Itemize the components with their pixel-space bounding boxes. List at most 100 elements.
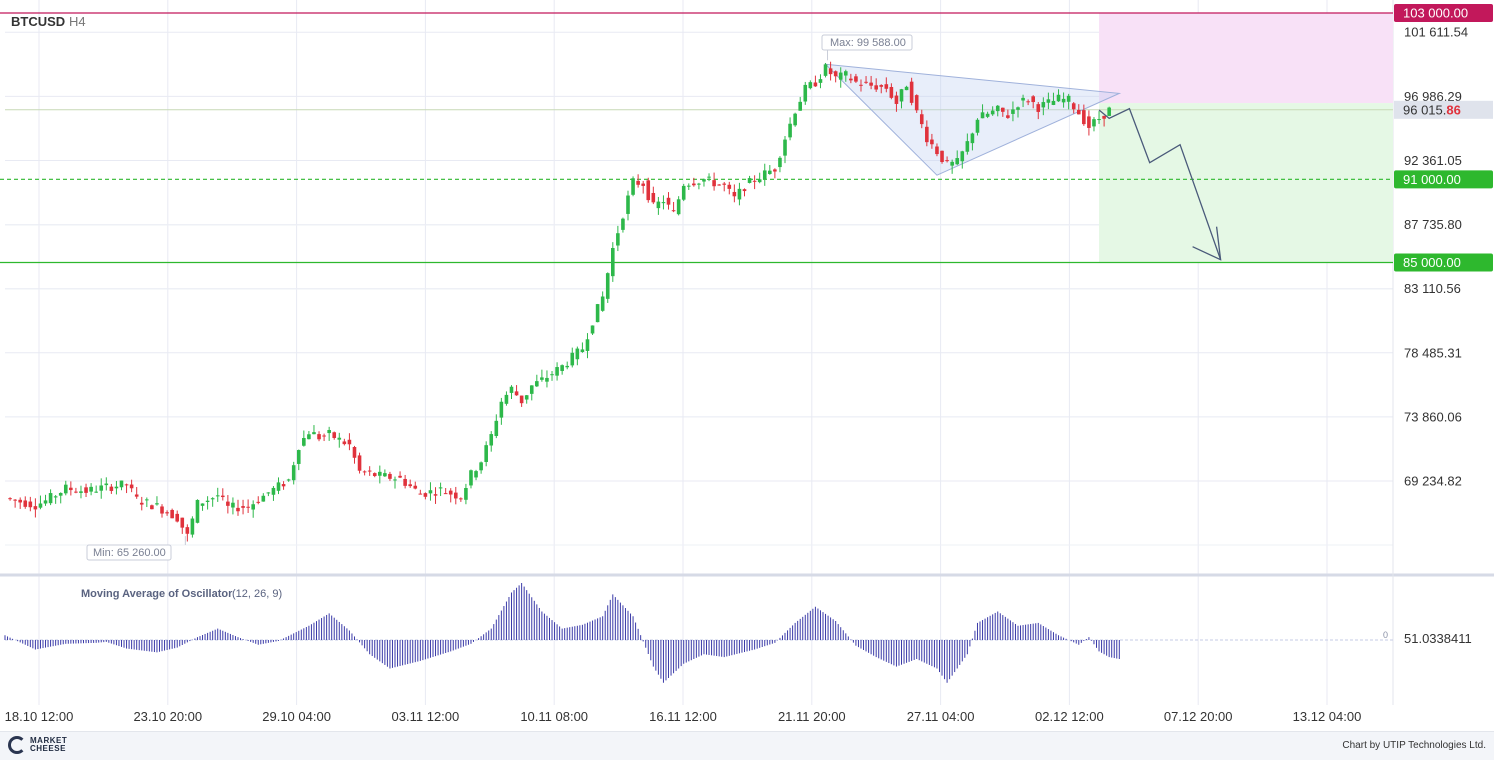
candle-body xyxy=(413,485,418,489)
candle-body xyxy=(717,184,721,186)
candle-body xyxy=(1051,100,1056,105)
candle-body xyxy=(783,139,787,156)
candle-body xyxy=(1061,98,1066,103)
candle-body xyxy=(185,527,190,534)
candle-body xyxy=(489,434,494,446)
candle-body xyxy=(874,85,878,90)
candle-body xyxy=(28,501,33,508)
candle-body xyxy=(818,79,823,83)
candle-body xyxy=(666,197,671,205)
candle-body xyxy=(930,139,934,145)
candle-body xyxy=(1092,119,1096,127)
candle-body xyxy=(1082,110,1086,125)
x-tick-label: 29.10 04:00 xyxy=(262,709,331,724)
candle-body xyxy=(524,395,529,400)
candle-body xyxy=(104,483,109,486)
candle-body xyxy=(8,498,12,500)
candle-body xyxy=(585,339,590,351)
candle-body xyxy=(165,512,169,514)
candle-body xyxy=(372,473,377,477)
candlesticks xyxy=(8,61,1111,542)
candle-body xyxy=(950,161,954,166)
candle-body xyxy=(712,180,716,187)
candle-body xyxy=(793,113,797,126)
candle-body xyxy=(752,180,757,182)
candle-body xyxy=(246,506,250,508)
candle-body xyxy=(499,401,504,418)
candle-body xyxy=(545,377,549,382)
candle-body xyxy=(945,160,949,162)
candle-body xyxy=(418,493,423,495)
max-label-box xyxy=(821,34,913,51)
candle-body xyxy=(742,189,747,192)
price-levels: 103 000.00 91 000.00 85 000.00 xyxy=(0,4,1493,272)
candle-body xyxy=(337,437,342,440)
candle-body xyxy=(727,184,732,189)
logo-line2: CHEESE xyxy=(30,744,66,753)
candle-body xyxy=(621,218,625,230)
level-label: 103 000.00 xyxy=(1403,6,1468,21)
candle-body xyxy=(145,499,149,501)
candle-body xyxy=(58,492,63,496)
oscillator-params: (12, 26, 9) xyxy=(232,588,282,600)
y-tick-label: 73 860.06 xyxy=(1404,409,1462,424)
candle-body xyxy=(884,84,889,89)
candle-body xyxy=(833,71,838,77)
candle-body xyxy=(919,114,924,125)
candle-body xyxy=(757,179,762,183)
x-tick-label: 07.12 20:00 xyxy=(1164,709,1233,724)
candle-body xyxy=(84,487,88,493)
chart-credit: Chart by UTIP Technologies Ltd. xyxy=(1342,740,1486,751)
x-tick-label: 21.11 20:00 xyxy=(778,709,846,724)
candle-body xyxy=(798,101,803,111)
y-tick-label: 87 735.80 xyxy=(1404,217,1462,232)
x-axis: 18.10 12:00 23.10 20:00 29.10 04:00 03.11 1… xyxy=(5,709,1362,724)
candle-body xyxy=(474,471,478,478)
candle-body xyxy=(1041,102,1046,108)
candle-body xyxy=(89,486,93,492)
candle-body xyxy=(975,119,980,133)
candle-body xyxy=(879,85,884,87)
candle-body xyxy=(251,504,255,510)
candle-body xyxy=(519,395,524,404)
candle-body xyxy=(768,170,772,174)
candle-body xyxy=(453,492,458,499)
level-label-bg xyxy=(1394,170,1493,189)
candle-body xyxy=(1056,94,1061,102)
candle-body xyxy=(1076,109,1081,115)
candle-body xyxy=(636,180,640,185)
candle-body xyxy=(565,365,570,368)
candle-body xyxy=(79,491,83,493)
candle-body xyxy=(1087,116,1091,128)
min-label-box xyxy=(86,544,172,561)
candle-body xyxy=(99,485,104,491)
candle-body xyxy=(38,503,43,508)
x-tick-label: 18.10 12:00 xyxy=(5,709,74,724)
candle-body xyxy=(312,432,316,435)
candle-body xyxy=(281,484,286,487)
candle-body xyxy=(322,435,326,437)
candle-body xyxy=(828,68,833,75)
candle-body xyxy=(226,501,230,506)
candle-body xyxy=(464,488,468,500)
y-tick-label: 101 611.54 xyxy=(1404,25,1468,40)
candle-body xyxy=(215,495,220,497)
candle-body xyxy=(231,502,235,508)
candle-body xyxy=(296,450,301,464)
candle-body xyxy=(778,157,782,168)
candle-body xyxy=(53,496,58,498)
candle-body xyxy=(686,185,691,187)
candle-body xyxy=(722,183,727,185)
candle-body xyxy=(469,470,473,486)
candle-body xyxy=(692,183,696,186)
candle-body xyxy=(494,420,499,436)
candle-body xyxy=(737,188,742,200)
y-tick-label: 78 485.31 xyxy=(1404,345,1462,360)
candle-body xyxy=(317,434,321,440)
candle-body xyxy=(332,432,337,438)
level-label-bg xyxy=(1394,4,1493,22)
level-label: 91 000.00 xyxy=(1403,172,1461,187)
candle-body xyxy=(190,518,195,535)
candle-body xyxy=(205,500,210,502)
